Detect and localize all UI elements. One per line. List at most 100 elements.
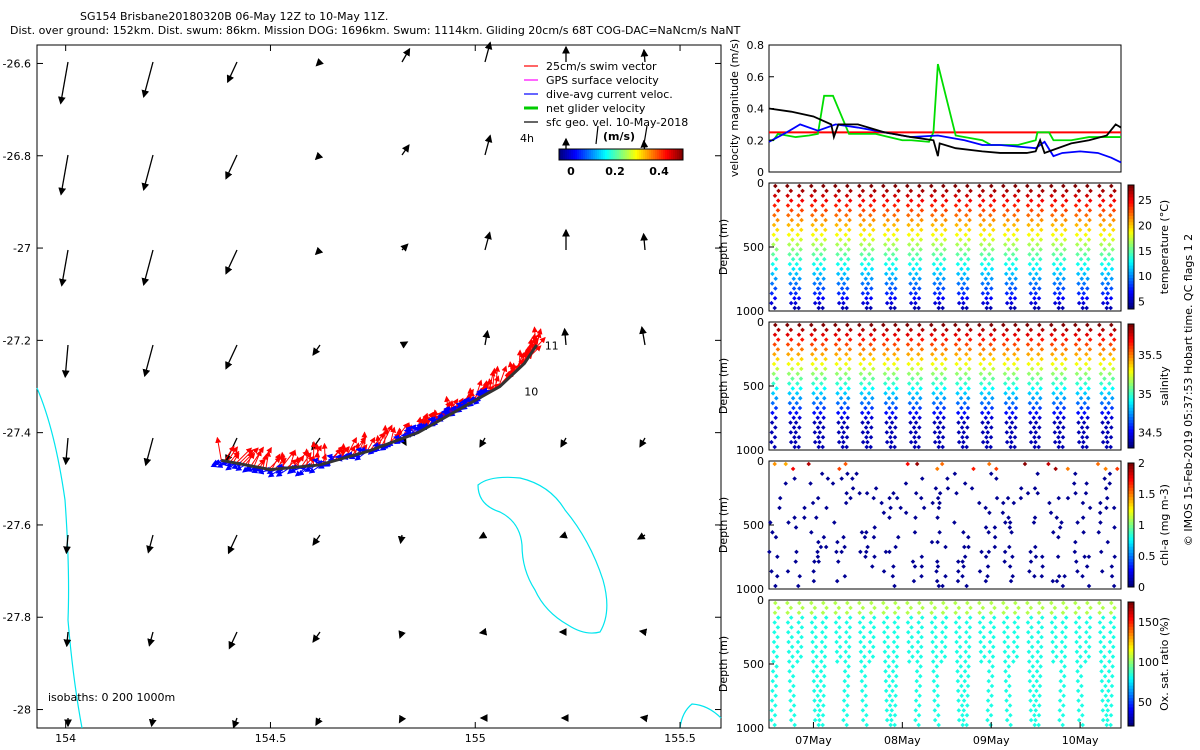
section-data-point [929,342,935,347]
section-data-point [1060,305,1065,311]
section-data-point [833,332,838,338]
section-data-point [1029,634,1035,640]
section-data-point [1038,664,1043,669]
section-data-point [1032,486,1038,491]
swim-vector [279,451,286,469]
section-data-point [1108,213,1113,218]
section-data-point [1058,261,1064,267]
section-data-point [1062,237,1068,242]
section-data-point [1062,644,1068,650]
colorbar-segment [569,149,572,160]
section-data-point [980,420,985,425]
section-data-point [1111,505,1117,511]
section-data-point [846,654,852,659]
section-data-point [1078,237,1083,242]
section-data-point [912,434,917,440]
section-data-point [820,630,825,635]
section-data-point [964,444,969,450]
section-data-point [1103,415,1109,420]
section-data-point [820,305,825,311]
section-colorbar-segment [1128,293,1134,298]
section-data-point [1026,639,1031,645]
section-data-point [834,371,840,377]
section-data-point [1052,439,1058,445]
swim-vector [295,455,302,467]
section-data-point [772,352,777,357]
section-data-point [835,271,841,277]
section-colorbar-segment [1128,423,1134,427]
section-data-point [1013,425,1018,430]
section-data-point [1014,366,1020,372]
time-axis: 07May 08May 09May 10May [795,722,1099,747]
section-data-point [769,439,774,445]
section-data-point [1107,371,1112,377]
section-data-point [871,347,877,352]
section-data-point [913,430,919,435]
section-data-point [887,425,893,430]
section-colorbar-segment [1128,438,1134,443]
section-data-point [770,271,775,277]
section-data-point [868,630,873,635]
section-data-point [1039,573,1045,579]
section-data-point [1054,395,1060,401]
section-data-point [835,261,841,267]
section-colorbar-segment [1128,698,1134,702]
section-data-point [1108,305,1113,311]
section-data-point [1008,444,1013,450]
section-data-point [1097,600,1102,606]
section-data-point [793,420,799,425]
section-data-point [1057,291,1063,296]
section-colorbar-frame [1127,601,1135,727]
section-data-point [992,605,997,611]
section-data-point [833,322,838,328]
swim-vector [507,361,514,376]
section-data-point [1014,376,1020,381]
section-data-point [1100,188,1106,194]
section-data-point [839,476,844,481]
section-data-point [772,342,777,347]
section-data-point [916,444,921,450]
section-data-point [893,266,899,272]
section-data-point [823,544,829,550]
section-data-point [1059,381,1064,386]
section-data-point [932,430,938,435]
section-data-point [1087,198,1093,203]
section-data-point [1098,242,1104,247]
section-data-point [870,376,876,381]
section-data-point [796,305,801,311]
section-data-point [773,286,778,291]
section-data-point [870,256,875,262]
section-data-point [1033,300,1038,306]
geo-velocity-arrow [398,714,407,724]
section-data-point [1058,400,1064,406]
section-data-point [1001,342,1007,347]
section-data-point [835,410,841,416]
geo-velocity-arrow [479,437,487,448]
section-data-point [1080,305,1085,311]
section-y-tick-label: 0 [757,455,764,468]
section-data-point [940,332,946,338]
section-data-point [788,291,794,296]
section-colorbar-segment [1128,324,1134,328]
colorbar-segment [649,149,652,160]
glider-track-line [221,344,538,472]
colorbar-segment [673,149,676,160]
section-data-point [790,466,796,472]
colorbar-segment [677,149,680,160]
section-data-point [1085,276,1090,281]
section-data-point [918,256,923,262]
section-data-point [1061,415,1066,420]
section-data-point [862,256,868,262]
section-data-point [1106,400,1112,406]
section-data-point [985,698,991,703]
section-data-point [799,356,804,362]
section-data-point [783,481,788,486]
section-data-point [982,256,988,262]
section-data-point [942,376,948,381]
section-data-point [934,395,940,401]
section-data-point [936,444,941,450]
section-data-point [935,693,941,698]
section-data-point [848,327,853,333]
section-data-point [1060,352,1065,357]
